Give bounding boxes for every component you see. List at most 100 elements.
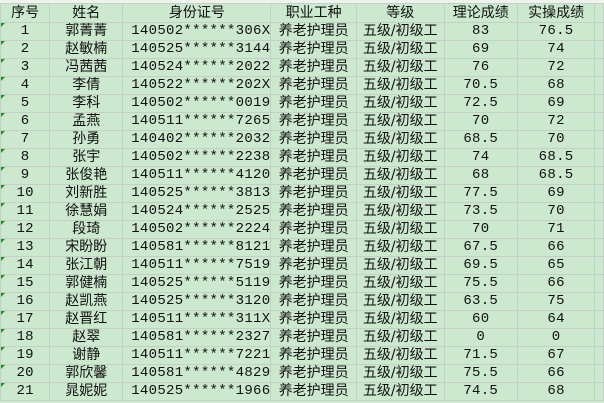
cell-name[interactable]: 赵敏楠	[49, 40, 124, 59]
cell-theory-score[interactable]: 68.5	[443, 130, 518, 149]
cell-occupation[interactable]: 养老护理员	[270, 382, 357, 401]
cell-practical-score[interactable]: 66	[516, 364, 596, 383]
cell-level[interactable]: 五级/初级工	[355, 364, 445, 383]
cell-seq[interactable]: 10	[0, 184, 51, 203]
cell-id-number[interactable]: 140502******2224	[122, 220, 272, 239]
cell-id-number[interactable]: 140581******2327	[122, 328, 272, 347]
cell-id-number[interactable]: 140525******1966	[122, 382, 272, 401]
empty-cell[interactable]	[594, 40, 604, 59]
cell-level[interactable]: 五级/初级工	[355, 328, 445, 347]
cell-level[interactable]: 五级/初级工	[355, 94, 445, 113]
cell-seq[interactable]: 6	[0, 112, 51, 131]
cell-name[interactable]: 张俊艳	[49, 166, 124, 185]
empty-cell[interactable]	[594, 148, 604, 167]
cell-theory-score[interactable]: 75.5	[443, 364, 518, 383]
header-cell-theory-score[interactable]: 理论成绩	[443, 3, 518, 23]
cell-name[interactable]: 李科	[49, 94, 124, 113]
cell-theory-score[interactable]: 73.5	[443, 202, 518, 221]
cell-level[interactable]: 五级/初级工	[355, 256, 445, 275]
cell-seq[interactable]: 13	[0, 238, 51, 257]
cell-level[interactable]: 五级/初级工	[355, 274, 445, 293]
cell-practical-score[interactable]: 69	[516, 184, 596, 203]
cell-practical-score[interactable]: 67	[516, 346, 596, 365]
empty-cell[interactable]	[594, 184, 604, 203]
cell-occupation[interactable]: 养老护理员	[270, 292, 357, 311]
cell-seq[interactable]: 18	[0, 328, 51, 347]
cell-level[interactable]: 五级/初级工	[355, 202, 445, 221]
cell-practical-score[interactable]: 70	[516, 130, 596, 149]
cell-level[interactable]: 五级/初级工	[355, 148, 445, 167]
cell-practical-score[interactable]: 71	[516, 220, 596, 239]
cell-id-number[interactable]: 140511******311X	[122, 310, 272, 329]
cell-name[interactable]: 张江朝	[49, 256, 124, 275]
cell-practical-score[interactable]: 68.5	[516, 148, 596, 167]
empty-cell[interactable]	[594, 256, 604, 275]
cell-name[interactable]: 郭欣馨	[49, 364, 124, 383]
cell-name[interactable]: 郭健楠	[49, 274, 124, 293]
cell-name[interactable]: 宋盼盼	[49, 238, 124, 257]
cell-level[interactable]: 五级/初级工	[355, 238, 445, 257]
cell-level[interactable]: 五级/初级工	[355, 220, 445, 239]
cell-theory-score[interactable]: 69	[443, 40, 518, 59]
cell-occupation[interactable]: 养老护理员	[270, 148, 357, 167]
cell-practical-score[interactable]: 66	[516, 238, 596, 257]
cell-practical-score[interactable]: 72	[516, 112, 596, 131]
empty-cell[interactable]	[594, 328, 604, 347]
cell-theory-score[interactable]: 69.5	[443, 256, 518, 275]
cell-seq[interactable]: 11	[0, 202, 51, 221]
cell-occupation[interactable]: 养老护理员	[270, 364, 357, 383]
cell-seq[interactable]: 14	[0, 256, 51, 275]
cell-theory-score[interactable]: 68	[443, 166, 518, 185]
cell-occupation[interactable]: 养老护理员	[270, 184, 357, 203]
cell-theory-score[interactable]: 0	[443, 328, 518, 347]
cell-level[interactable]: 五级/初级工	[355, 112, 445, 131]
cell-name[interactable]: 郭菁菁	[49, 22, 124, 41]
empty-cell[interactable]	[594, 94, 604, 113]
empty-cell[interactable]	[594, 364, 604, 383]
cell-name[interactable]: 刘新胜	[49, 184, 124, 203]
cell-theory-score[interactable]: 77.5	[443, 184, 518, 203]
cell-practical-score[interactable]: 70	[516, 202, 596, 221]
cell-theory-score[interactable]: 70.5	[443, 76, 518, 95]
cell-practical-score[interactable]: 76.5	[516, 22, 596, 41]
cell-name[interactable]: 晁妮妮	[49, 382, 124, 401]
cell-seq[interactable]: 5	[0, 94, 51, 113]
cell-name[interactable]: 赵凯燕	[49, 292, 124, 311]
cell-seq[interactable]: 16	[0, 292, 51, 311]
cell-occupation[interactable]: 养老护理员	[270, 76, 357, 95]
cell-occupation[interactable]: 养老护理员	[270, 310, 357, 329]
cell-theory-score[interactable]: 70	[443, 220, 518, 239]
cell-occupation[interactable]: 养老护理员	[270, 112, 357, 131]
cell-occupation[interactable]: 养老护理员	[270, 40, 357, 59]
cell-theory-score[interactable]: 75.5	[443, 274, 518, 293]
cell-seq[interactable]: 2	[0, 40, 51, 59]
cell-name[interactable]: 徐慧娟	[49, 202, 124, 221]
cell-seq[interactable]: 15	[0, 274, 51, 293]
cell-practical-score[interactable]: 75	[516, 292, 596, 311]
cell-id-number[interactable]: 140511******4120	[122, 166, 272, 185]
header-cell-practical-score[interactable]: 实操成绩	[516, 3, 596, 23]
cell-practical-score[interactable]: 68	[516, 382, 596, 401]
cell-practical-score[interactable]: 72	[516, 58, 596, 77]
empty-cell[interactable]	[594, 166, 604, 185]
cell-seq[interactable]: 21	[0, 382, 51, 401]
empty-cell[interactable]	[594, 202, 604, 221]
cell-occupation[interactable]: 养老护理员	[270, 220, 357, 239]
cell-id-number[interactable]: 140525******3813	[122, 184, 272, 203]
cell-occupation[interactable]: 养老护理员	[270, 94, 357, 113]
header-cell-occupation[interactable]: 职业工种	[270, 3, 357, 23]
cell-practical-score[interactable]: 68.5	[516, 166, 596, 185]
cell-theory-score[interactable]: 67.5	[443, 238, 518, 257]
cell-practical-score[interactable]: 68	[516, 76, 596, 95]
cell-level[interactable]: 五级/初级工	[355, 76, 445, 95]
empty-cell[interactable]	[594, 3, 604, 23]
cell-practical-score[interactable]: 66	[516, 274, 596, 293]
cell-level[interactable]: 五级/初级工	[355, 166, 445, 185]
header-cell-name[interactable]: 姓名	[49, 3, 124, 23]
cell-id-number[interactable]: 140525******3120	[122, 292, 272, 311]
cell-seq[interactable]: 19	[0, 346, 51, 365]
cell-seq[interactable]: 20	[0, 364, 51, 383]
cell-id-number[interactable]: 140511******7221	[122, 346, 272, 365]
cell-occupation[interactable]: 养老护理员	[270, 130, 357, 149]
empty-cell[interactable]	[594, 382, 604, 401]
